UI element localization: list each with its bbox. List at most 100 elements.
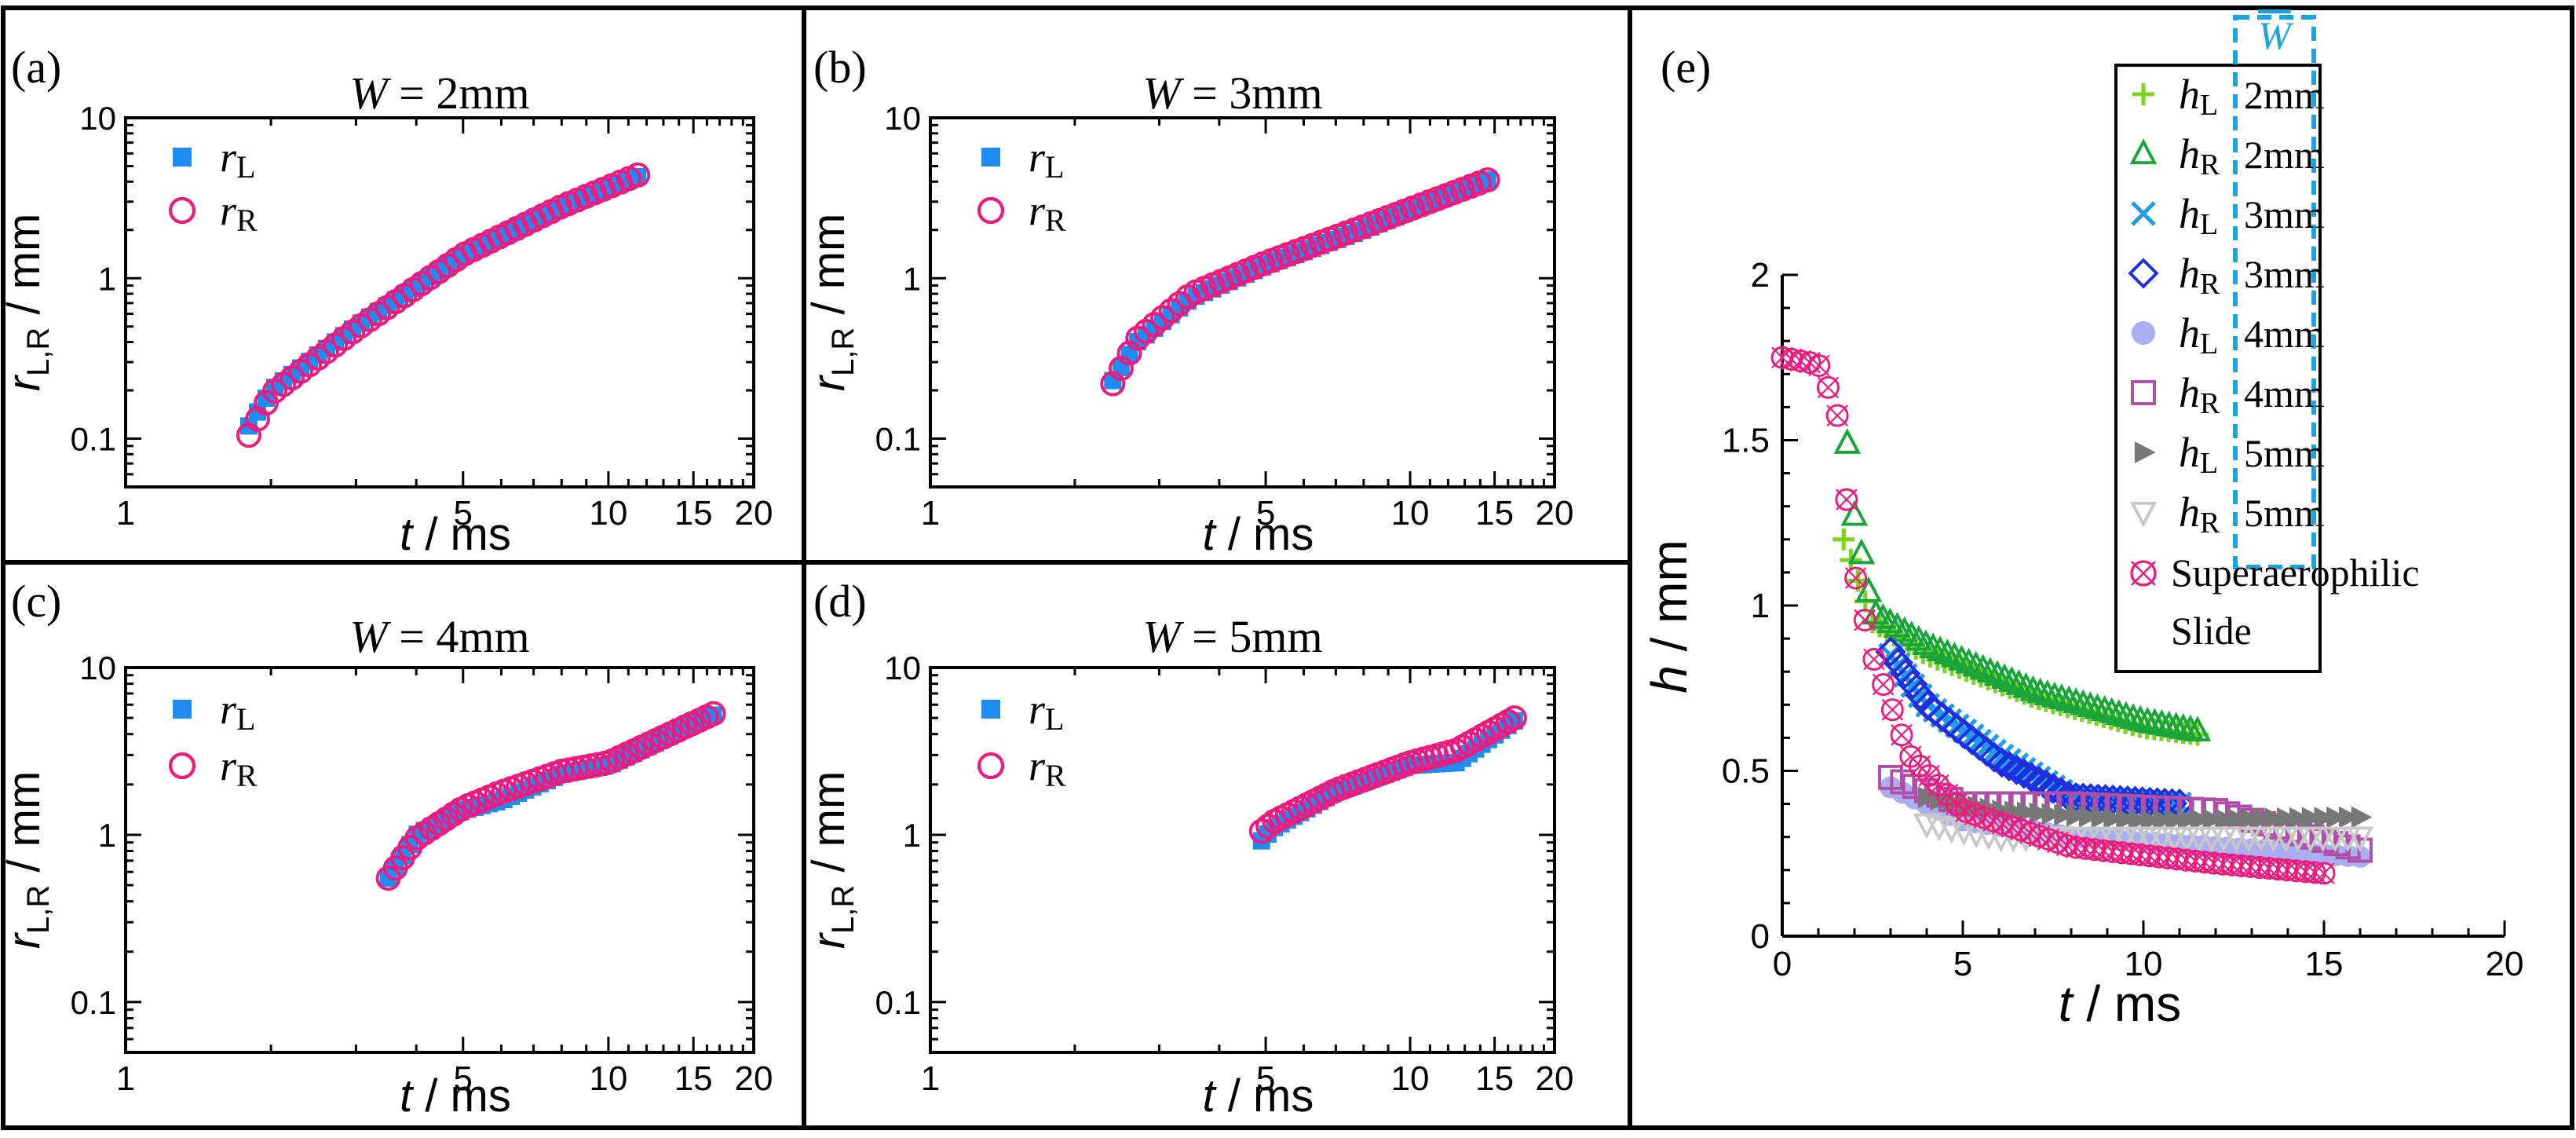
y-axis-label-var: r bbox=[0, 374, 49, 391]
x-axis-label-text: / ms bbox=[2073, 975, 2182, 1032]
data-point bbox=[2227, 807, 2249, 830]
x-tick-label: 15 bbox=[2305, 945, 2344, 983]
legend-marker bbox=[168, 196, 196, 225]
x-axis-label: t / ms bbox=[2059, 975, 2181, 1032]
data-point bbox=[2178, 808, 2199, 831]
legend-sub: L bbox=[2200, 89, 2218, 122]
y-axis-label-var: r bbox=[803, 931, 854, 949]
data-point bbox=[1962, 650, 1990, 677]
y-tick-label: 1 bbox=[1751, 587, 1770, 625]
panel-border-e bbox=[1628, 5, 2574, 1130]
data-point bbox=[2015, 762, 2047, 793]
legend-w-header: W bbox=[2258, 13, 2294, 57]
x-tick-label: 5 bbox=[1953, 945, 1972, 983]
legend-sub: L bbox=[2200, 208, 2218, 241]
data-point bbox=[2019, 675, 2047, 701]
y-tick-label: 1 bbox=[98, 817, 116, 854]
data-point bbox=[2126, 704, 2154, 731]
legend-var: r bbox=[220, 686, 237, 733]
legend-label: rR bbox=[220, 742, 258, 793]
y-tick-label: 1 bbox=[903, 817, 921, 854]
x-tick-label: 15 bbox=[674, 1059, 713, 1098]
x-axis-label: t / ms bbox=[400, 509, 511, 560]
data-point bbox=[2016, 801, 2038, 824]
legend-var: h bbox=[2179, 429, 2200, 476]
x-tick-label: 10 bbox=[589, 1059, 627, 1098]
data-point-ring bbox=[2312, 862, 2336, 885]
legend-w-value: 4mm bbox=[2244, 371, 2325, 415]
chart-title: W = 2mm bbox=[349, 68, 529, 119]
y-axis-label: rL,R / mm bbox=[803, 214, 860, 392]
data-point-ring bbox=[1825, 404, 1849, 427]
data-point bbox=[2190, 808, 2212, 831]
x-axis-label-text: / ms bbox=[412, 1070, 511, 1122]
legend-sub: L bbox=[1045, 701, 1064, 737]
data-point bbox=[1840, 499, 1869, 526]
y-axis-label: rL,R / mm bbox=[0, 214, 56, 392]
x-tick-label: 0 bbox=[1773, 945, 1792, 983]
legend-sub: R bbox=[236, 203, 258, 238]
legend-marker bbox=[173, 700, 192, 719]
legend-label: hR bbox=[2179, 130, 2220, 181]
series-Superaerophilic-Slide bbox=[1770, 346, 2336, 885]
legend-var: h bbox=[2179, 130, 2200, 177]
x-axis-label-var: t bbox=[2059, 975, 2074, 1032]
data-point bbox=[1854, 576, 1883, 602]
data-point bbox=[2038, 773, 2070, 804]
legend-var: h bbox=[2179, 309, 2200, 357]
data-point bbox=[1993, 750, 2025, 781]
data-point bbox=[2348, 837, 2373, 863]
y-tick-label: 1 bbox=[903, 260, 921, 297]
x-tick-label: 1 bbox=[116, 494, 135, 532]
data-point-cross bbox=[1817, 376, 1840, 399]
data-point bbox=[1825, 404, 1849, 427]
data-point bbox=[1835, 488, 1858, 511]
y-tick-label: 1 bbox=[98, 260, 116, 297]
data-point bbox=[2012, 671, 2040, 698]
panel-label: (b) bbox=[813, 42, 867, 93]
y-axis-label-text: / mm bbox=[1641, 540, 1697, 665]
x-axis-label-text: / ms bbox=[1215, 1070, 1314, 1122]
data-point-rR bbox=[1116, 340, 1142, 366]
data-point-ring bbox=[1844, 566, 1868, 590]
data-point bbox=[1926, 635, 1954, 662]
data-point bbox=[2239, 807, 2261, 830]
data-point bbox=[1844, 566, 1868, 590]
data-point bbox=[2128, 809, 2150, 832]
chart-title-text: = 3mm bbox=[1181, 68, 1323, 119]
legend-sub: R bbox=[2200, 387, 2220, 420]
y-tick-label: 0.1 bbox=[875, 421, 921, 458]
y-tick-label: 2 bbox=[1751, 256, 1770, 295]
legend-sub: L bbox=[236, 701, 255, 737]
x-tick-label: 1 bbox=[116, 1059, 135, 1098]
legend-label: rL bbox=[220, 134, 255, 185]
data-point-rR bbox=[1158, 298, 1184, 324]
legend-sub: L bbox=[2200, 327, 2218, 360]
legend-label: rL bbox=[220, 686, 255, 737]
legend-var: h bbox=[2179, 71, 2200, 118]
legend-marker bbox=[2132, 321, 2155, 345]
y-axis-label: h / mm bbox=[1641, 540, 1697, 693]
data-point bbox=[2351, 806, 2373, 829]
legend-label: hL bbox=[2179, 309, 2218, 360]
data-point-cross bbox=[1863, 648, 1885, 671]
data-point-rR bbox=[1501, 705, 1527, 731]
legend-label: hR bbox=[2179, 250, 2220, 301]
plot-frame bbox=[929, 116, 1556, 488]
chart-title-var: W bbox=[349, 68, 391, 119]
legend-label: hL bbox=[2179, 190, 2218, 241]
legend-label-superaerophilic-line2: Slide bbox=[2171, 609, 2252, 653]
x-tick-label: 20 bbox=[2486, 945, 2524, 983]
data-point bbox=[1986, 747, 2018, 778]
data-point bbox=[1872, 673, 1895, 697]
legend-marker bbox=[2131, 201, 2156, 226]
x-tick-label: 1 bbox=[921, 494, 940, 532]
panel-label: (c) bbox=[11, 576, 61, 627]
data-point bbox=[1882, 647, 1914, 679]
x-tick-label: 20 bbox=[1536, 494, 1574, 532]
data-point bbox=[1979, 741, 2010, 773]
chart-title: W = 5mm bbox=[1142, 611, 1322, 662]
